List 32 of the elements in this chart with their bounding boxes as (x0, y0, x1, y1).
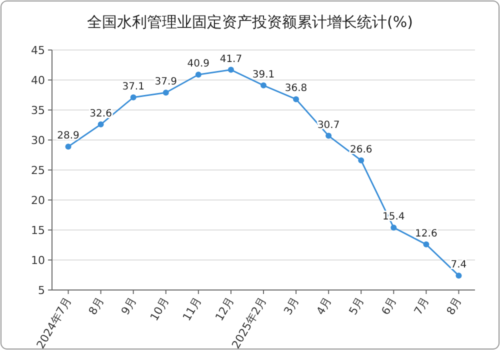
xtick: 12月 (212, 295, 237, 324)
ytick: 30 (31, 134, 45, 147)
data-label: 40.9 (187, 58, 210, 70)
ytick: 40 (31, 74, 45, 87)
xtick: 7月 (412, 295, 432, 318)
ytick: 45 (31, 44, 45, 57)
data-label: 37.1 (122, 81, 144, 92)
xtick: 9月 (118, 295, 139, 318)
data-label: 41.7 (220, 54, 242, 65)
data-label: 39.1 (252, 69, 275, 80)
data-label: 12.6 (415, 228, 438, 240)
xtick: 11月 (180, 295, 204, 324)
ytick: 10 (31, 254, 45, 267)
data-label: 28.9 (57, 130, 80, 142)
xtick: 3月 (281, 295, 302, 318)
title: 全国水利管理业固定资产投资额累计增长统计(%) (87, 13, 413, 31)
xtick: 6月 (379, 295, 400, 318)
xtick: 5月 (346, 295, 367, 318)
data-label: 32.6 (90, 108, 112, 120)
ytick: 5 (38, 284, 45, 297)
data-label: 37.9 (154, 76, 178, 88)
ytick: 25 (31, 164, 45, 177)
ytick: 15 (31, 224, 45, 237)
xtick: 10月 (148, 295, 172, 324)
ytick: 35 (31, 104, 45, 117)
ytick: 20 (31, 194, 45, 207)
data-label: 26.6 (350, 144, 372, 156)
xtick: 8月 (86, 295, 106, 318)
xtick: 4月 (314, 295, 334, 318)
xtick: 8月 (444, 295, 464, 318)
data-label: 36.8 (284, 83, 308, 94)
data-label: 7.4 (450, 260, 467, 271)
